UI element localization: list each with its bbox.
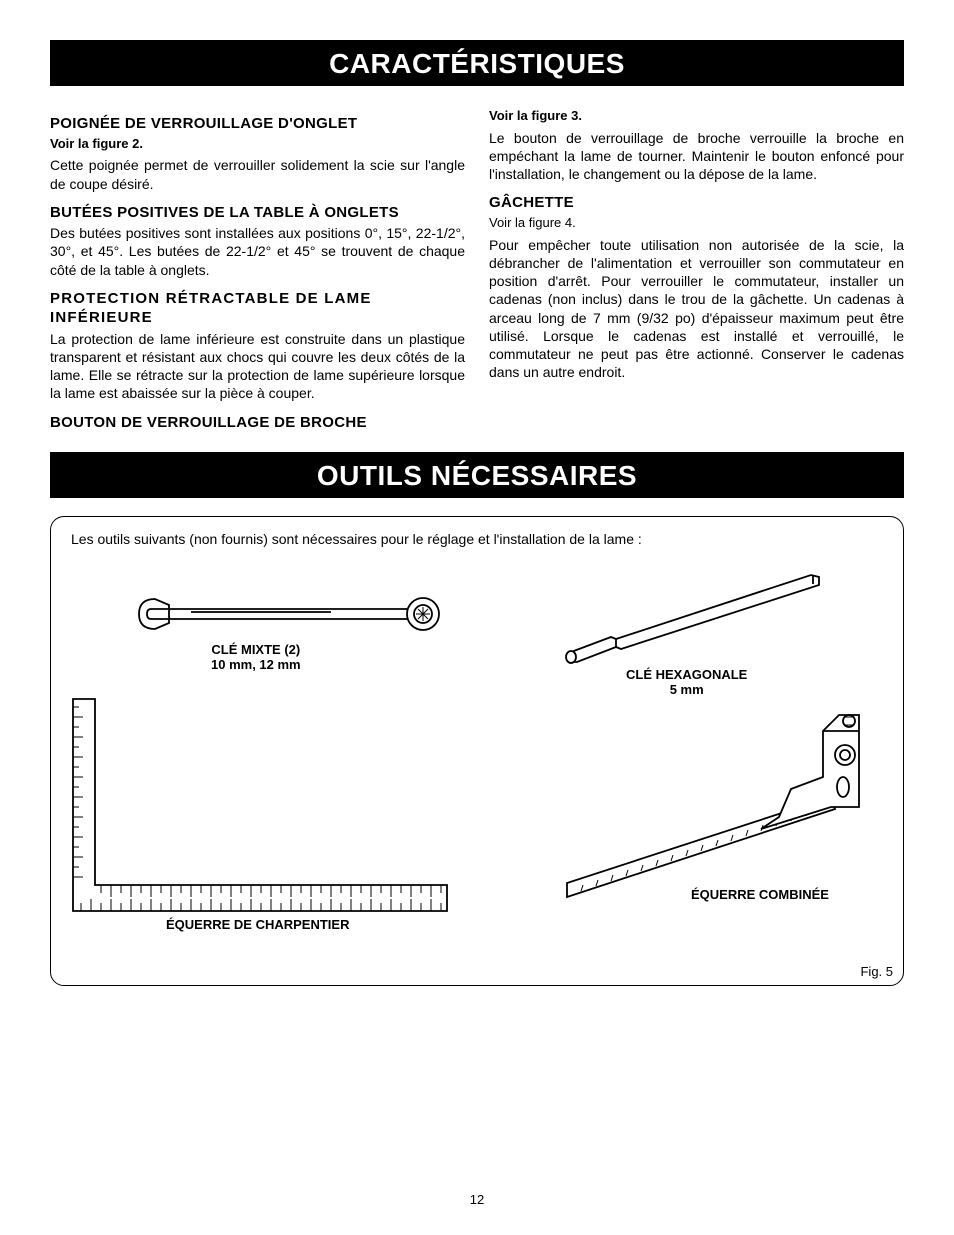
heading-butees: BUTÉES POSITIVES DE LA TABLE À ONGLETS <box>50 203 465 223</box>
two-column-layout: POIGNÉE DE VERROUILLAGE D'ONGLET Voir la… <box>50 104 904 434</box>
hex-key-label-1: CLÉ HEXAGONALE <box>626 667 747 682</box>
hex-key-label-2: 5 mm <box>670 682 704 697</box>
para-bouton: Le bouton de verrouillage de broche verr… <box>489 129 904 184</box>
framing-square-icon <box>71 697 451 917</box>
subheading-fig3: Voir la figure 3. <box>489 108 904 125</box>
wrench-icon <box>131 587 451 642</box>
right-column: Voir la figure 3. Le bouton de verrouill… <box>489 104 904 434</box>
hex-key-icon <box>561 567 831 677</box>
tools-intro-text: Les outils suivants (non fournis) sont n… <box>71 531 883 547</box>
wrench-label-1: CLÉ MIXTE (2) <box>211 642 300 657</box>
heading-protection: PROTECTION RÉTRACTABLE DE LAME INFÉRIEUR… <box>50 289 465 328</box>
left-column: POIGNÉE DE VERROUILLAGE D'ONGLET Voir la… <box>50 104 465 434</box>
page-number: 12 <box>0 1192 954 1207</box>
heading-poignee: POIGNÉE DE VERROUILLAGE D'ONGLET <box>50 114 465 134</box>
heading-gachette: GÂCHETTE <box>489 193 904 213</box>
para-butees: Des butées positives sont installées aux… <box>50 224 465 279</box>
para-protection: La protection de lame inférieure est con… <box>50 330 465 403</box>
banner-caracteristiques: CARACTÉRISTIQUES <box>50 40 904 86</box>
wrench-label-2: 10 mm, 12 mm <box>211 657 301 672</box>
hex-key-label: CLÉ HEXAGONALE 5 mm <box>626 667 747 697</box>
figure-number: Fig. 5 <box>860 964 893 979</box>
document-page: CARACTÉRISTIQUES POIGNÉE DE VERROUILLAGE… <box>0 0 954 1235</box>
para-gachette: Pour empêcher toute utilisation non auto… <box>489 236 904 382</box>
framing-square-label: ÉQUERRE DE CHARPENTIER <box>166 917 349 932</box>
combination-square-label: ÉQUERRE COMBINÉE <box>691 887 829 902</box>
para-poignee: Cette poignée permet de verrouiller soli… <box>50 156 465 192</box>
subheading-fig4: Voir la figure 4. <box>489 215 904 232</box>
subheading-fig2: Voir la figure 2. <box>50 136 465 153</box>
banner-outils: OUTILS NÉCESSAIRES <box>50 452 904 498</box>
tools-illustration-area: CLÉ MIXTE (2) 10 mm, 12 mm CLÉ HEXAGONAL… <box>71 557 883 947</box>
heading-bouton: BOUTON DE VERROUILLAGE DE BROCHE <box>50 413 465 433</box>
wrench-label: CLÉ MIXTE (2) 10 mm, 12 mm <box>211 642 301 672</box>
tools-figure-box: Les outils suivants (non fournis) sont n… <box>50 516 904 986</box>
combination-square-icon <box>561 707 871 907</box>
